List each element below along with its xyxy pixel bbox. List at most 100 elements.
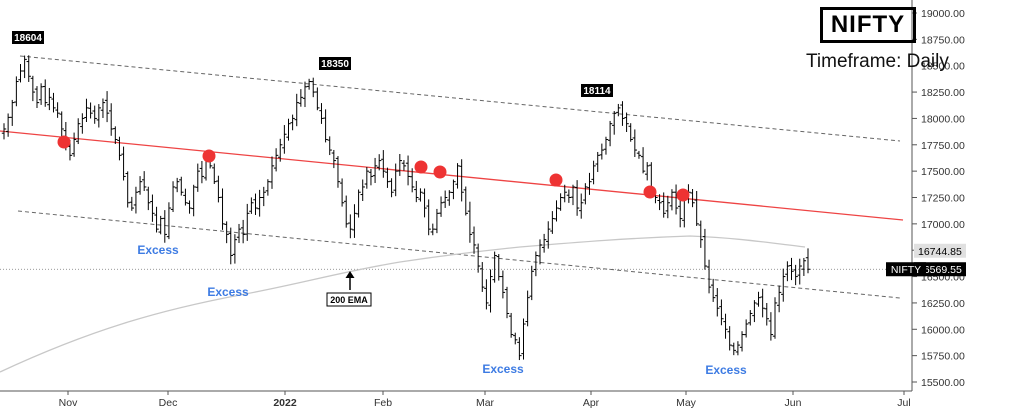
- ohlc-bar: [579, 193, 584, 219]
- y-axis-panel: [912, 0, 1024, 413]
- ohlc-bar: [665, 195, 671, 219]
- ohlc-bar: [513, 332, 518, 345]
- trend-channel: [0, 55, 904, 299]
- ohlc-bar: [447, 190, 452, 206]
- ohlc-bar: [137, 176, 143, 195]
- x-tick-label: May: [676, 397, 697, 409]
- ohlc-bar: [216, 175, 221, 203]
- ohlc-bar: [525, 290, 530, 327]
- ohlc-bar: [397, 153, 403, 176]
- ohlc-bar: [113, 126, 118, 145]
- peak-label: 18350: [319, 57, 351, 70]
- chart-title: NIFTY: [820, 7, 916, 43]
- ohlc-bar: [323, 109, 328, 143]
- ema-annotation: 200 EMA: [326, 271, 372, 307]
- ohlc-bar: [467, 201, 473, 243]
- touch-dot: [433, 165, 447, 179]
- ohlc-bar: [76, 118, 81, 145]
- ohlc-bar: [574, 180, 580, 216]
- svg-text:18604: 18604: [14, 33, 42, 44]
- ohlc-bar: [389, 178, 394, 198]
- ohlc-bar: [587, 172, 592, 195]
- y-tick-label: 17500.00: [921, 166, 965, 178]
- excess-label: Excess: [137, 243, 179, 257]
- ohlc-bar: [409, 168, 415, 193]
- y-tick-label: 18750.00: [921, 34, 965, 46]
- x-tick-label: Jul: [897, 397, 910, 409]
- ohlc-bar: [710, 278, 716, 302]
- touch-dot: [57, 135, 71, 149]
- ohlc-bar: [92, 105, 97, 124]
- ohlc-bar: [768, 312, 774, 341]
- ohlc-bar: [414, 180, 419, 203]
- ohlc-bar: [451, 179, 456, 200]
- y-tick-label: 18000.00: [921, 113, 965, 125]
- ohlc-bar: [236, 223, 242, 244]
- x-axis: Nov Dec 2022 Feb Mar Apr May Jun Jul: [59, 391, 911, 409]
- ohlc-bar: [426, 199, 431, 236]
- y-tick-label: 18500.00: [921, 61, 965, 73]
- ohlc-bar: [550, 211, 555, 234]
- ohlc-bar: [434, 208, 440, 234]
- ohlc-bar: [756, 291, 761, 307]
- ohlc-bar: [442, 190, 448, 208]
- peak-label: 18114: [581, 84, 613, 97]
- ohlc-bar: [793, 264, 798, 286]
- ohlc-bar: [471, 226, 477, 254]
- ohlc-bar: [100, 98, 106, 118]
- y-tick-label: 15500.00: [921, 377, 965, 389]
- svg-text:16569.55: 16569.55: [918, 264, 962, 276]
- ohlc-bar: [393, 163, 398, 197]
- price-tag-last: 16569.55: [914, 262, 966, 277]
- ohlc-bar: [372, 157, 378, 183]
- ohlc-bar: [517, 337, 522, 361]
- ohlc-bar: [129, 196, 135, 211]
- ohlc-bar: [727, 326, 732, 351]
- ohlc-bar: [315, 87, 320, 111]
- ohlc-bar: [84, 98, 89, 123]
- x-tick-label: Nov: [59, 397, 78, 409]
- excess-annotations: Excess Excess Excess Excess: [137, 243, 747, 377]
- ohlc-bar: [743, 319, 749, 338]
- y-tick-label: 16250.00: [921, 298, 965, 310]
- y-tick-label: 18250.00: [921, 87, 965, 99]
- ohlc-bar: [356, 189, 361, 218]
- ohlc-bar: [801, 257, 807, 276]
- ohlc-bar: [331, 149, 337, 169]
- ohlc-bar: [141, 171, 147, 192]
- price-tag-ema: 16744.85: [914, 243, 966, 258]
- ohlc-bar: [51, 92, 56, 113]
- ohlc-bar: [504, 286, 510, 319]
- ohlc-bar: [645, 162, 650, 181]
- ohlc-bar: [739, 331, 745, 352]
- touch-dot: [676, 188, 690, 202]
- ohlc-bar: [673, 184, 679, 215]
- touch-dot: [643, 185, 657, 199]
- ohlc-bar: [752, 300, 757, 323]
- x-tick-label: Mar: [476, 397, 495, 409]
- ohlc-bar: [776, 285, 782, 313]
- ohlc-bar: [298, 89, 304, 107]
- ohlc-bar: [764, 303, 769, 326]
- ohlc-bar: [121, 146, 126, 181]
- ohlc-bar: [47, 87, 52, 111]
- ohlc-bar: [269, 156, 275, 189]
- ohlc-bar: [748, 310, 753, 326]
- ohlc-bar: [533, 251, 539, 277]
- ohlc-bar: [306, 78, 312, 90]
- ohlc-bar: [179, 176, 184, 196]
- ohlc-bar: [311, 77, 316, 98]
- ohlc-bar: [319, 103, 324, 124]
- ohlc-bar: [723, 313, 728, 339]
- ohlc-bar: [10, 99, 15, 126]
- ohlc-bar: [385, 167, 390, 188]
- ohlc-bar: [529, 265, 534, 301]
- ohlc-bar: [199, 161, 205, 184]
- ohlc-bar: [191, 184, 196, 217]
- ohlc-bar: [34, 86, 40, 109]
- ohlc-bar: [381, 150, 386, 178]
- touch-dot: [202, 149, 216, 163]
- ohlc-bar: [302, 81, 308, 108]
- ohlc-bar: [719, 299, 724, 326]
